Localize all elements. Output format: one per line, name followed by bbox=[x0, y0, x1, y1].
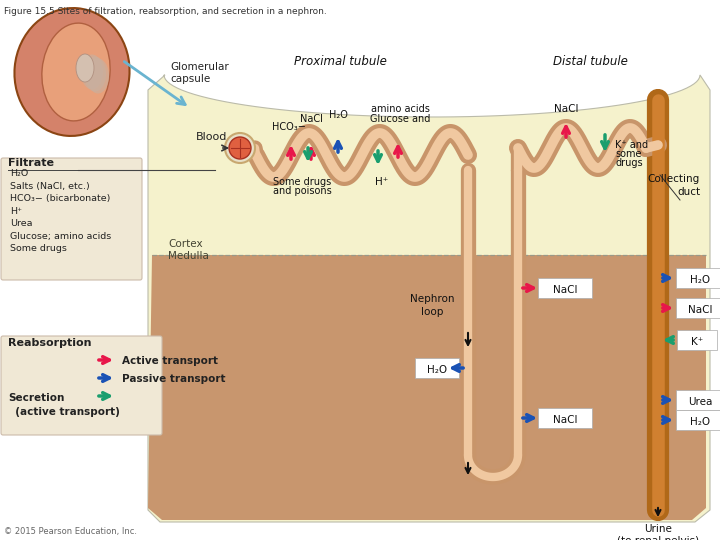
Text: amino acids: amino acids bbox=[371, 104, 429, 114]
Text: NaCl: NaCl bbox=[553, 285, 577, 295]
Ellipse shape bbox=[229, 137, 251, 159]
Text: Cortex: Cortex bbox=[168, 239, 202, 249]
Text: K⁺: K⁺ bbox=[691, 337, 703, 347]
Ellipse shape bbox=[14, 8, 130, 136]
Text: Urea: Urea bbox=[10, 219, 32, 228]
Text: H₂O: H₂O bbox=[10, 169, 28, 178]
FancyBboxPatch shape bbox=[538, 408, 592, 428]
Text: drugs: drugs bbox=[615, 158, 643, 168]
Polygon shape bbox=[148, 75, 710, 522]
FancyBboxPatch shape bbox=[677, 330, 717, 350]
Ellipse shape bbox=[81, 55, 103, 90]
FancyBboxPatch shape bbox=[676, 268, 720, 288]
Text: © 2015 Pearson Education, Inc.: © 2015 Pearson Education, Inc. bbox=[4, 527, 137, 536]
Text: Proximal tubule: Proximal tubule bbox=[294, 55, 387, 68]
Ellipse shape bbox=[87, 58, 109, 93]
Text: H⁺: H⁺ bbox=[375, 177, 389, 187]
FancyBboxPatch shape bbox=[676, 410, 720, 430]
Text: H₂O: H₂O bbox=[690, 275, 710, 285]
Polygon shape bbox=[148, 255, 706, 520]
Text: Some drugs: Some drugs bbox=[10, 244, 67, 253]
Text: NaCl: NaCl bbox=[553, 415, 577, 425]
FancyBboxPatch shape bbox=[676, 390, 720, 410]
FancyBboxPatch shape bbox=[676, 298, 720, 318]
Text: Secretion: Secretion bbox=[8, 393, 64, 403]
Text: Urea: Urea bbox=[688, 397, 712, 407]
Text: Figure 15.5 Sites of filtration, reabsorption, and secretion in a nephron.: Figure 15.5 Sites of filtration, reabsor… bbox=[4, 7, 327, 16]
Ellipse shape bbox=[42, 23, 110, 121]
Text: Nephron
loop: Nephron loop bbox=[410, 294, 454, 317]
Text: HCO₃−: HCO₃− bbox=[272, 122, 306, 132]
Text: Blood: Blood bbox=[196, 132, 228, 142]
Text: H₂O: H₂O bbox=[690, 417, 710, 427]
Text: K⁺ and: K⁺ and bbox=[615, 140, 648, 150]
Text: Medulla: Medulla bbox=[168, 251, 209, 261]
Text: Urine
(to renal pelvis): Urine (to renal pelvis) bbox=[617, 524, 699, 540]
Text: Salts (NaCl, etc.): Salts (NaCl, etc.) bbox=[10, 181, 90, 191]
Text: H⁺: H⁺ bbox=[10, 206, 22, 215]
Text: Passive transport: Passive transport bbox=[122, 375, 225, 384]
Text: some: some bbox=[615, 149, 642, 159]
Text: NaCl: NaCl bbox=[688, 305, 712, 315]
Text: Active transport: Active transport bbox=[122, 356, 218, 367]
Text: Collecting
duct: Collecting duct bbox=[648, 174, 700, 197]
FancyBboxPatch shape bbox=[1, 336, 162, 435]
FancyBboxPatch shape bbox=[1, 158, 142, 280]
Text: Filtrate: Filtrate bbox=[8, 158, 54, 168]
Text: H₂O: H₂O bbox=[328, 110, 348, 120]
Text: NaCl: NaCl bbox=[554, 104, 578, 114]
Ellipse shape bbox=[84, 57, 106, 91]
Text: Glomerular
capsule: Glomerular capsule bbox=[170, 62, 229, 84]
Text: NaCl: NaCl bbox=[300, 114, 323, 124]
Text: H₂O: H₂O bbox=[427, 365, 447, 375]
Text: Some drugs: Some drugs bbox=[273, 177, 331, 187]
Text: Glucose and: Glucose and bbox=[370, 114, 430, 124]
Text: Reabsorption: Reabsorption bbox=[8, 338, 91, 348]
Text: Distal tubule: Distal tubule bbox=[552, 55, 627, 68]
FancyBboxPatch shape bbox=[415, 358, 459, 378]
Text: (active transport): (active transport) bbox=[8, 407, 120, 417]
Text: HCO₃− (bicarbonate): HCO₃− (bicarbonate) bbox=[10, 194, 110, 203]
Text: and poisons: and poisons bbox=[273, 186, 331, 196]
Ellipse shape bbox=[76, 54, 94, 82]
Ellipse shape bbox=[225, 133, 255, 163]
Text: Glucose; amino acids: Glucose; amino acids bbox=[10, 232, 112, 240]
FancyBboxPatch shape bbox=[538, 278, 592, 298]
